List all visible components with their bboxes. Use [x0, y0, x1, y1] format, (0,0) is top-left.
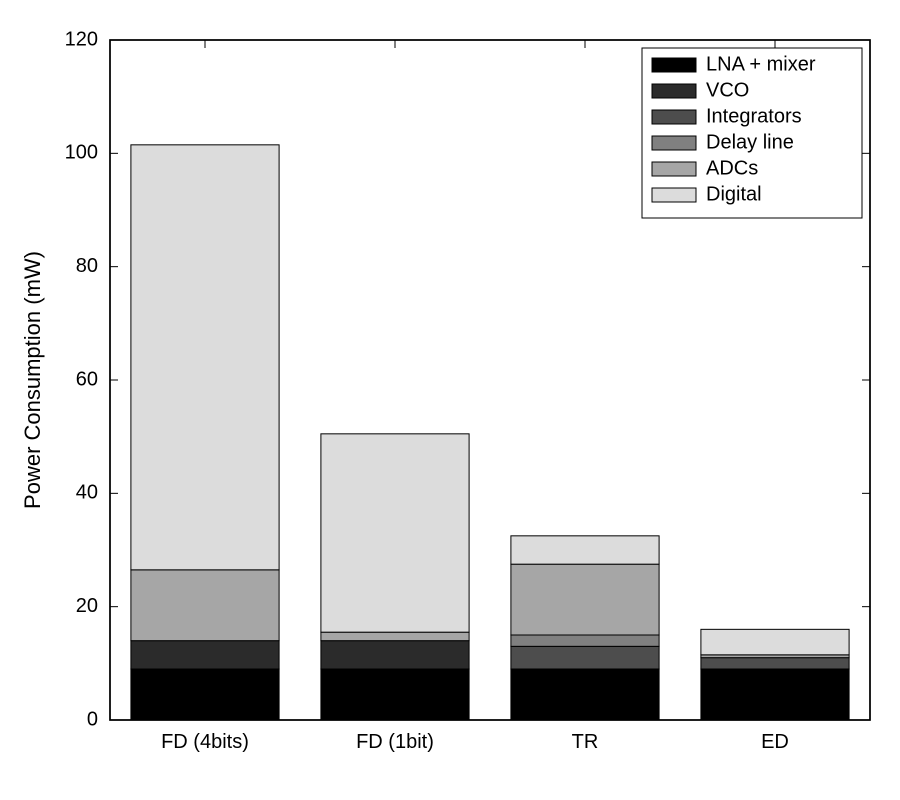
- bar-segment: [321, 669, 469, 720]
- legend-label: ADCs: [706, 157, 758, 179]
- legend-swatch: [652, 110, 696, 124]
- y-tick-label: 80: [76, 255, 98, 277]
- bar-segment: [511, 646, 659, 669]
- legend-swatch: [652, 188, 696, 202]
- y-axis-label: Power Consumption (mW): [20, 251, 45, 509]
- bar-segment: [131, 669, 279, 720]
- legend: LNA + mixer VCO Integrators Delay line ADCs D…: [642, 48, 862, 218]
- bar-segment: [321, 641, 469, 669]
- y-tick-label: 20: [76, 595, 98, 617]
- chart-container: 0 20 40 60 80 100 120 FD (4bits) FD (1bit) TR ED Po…: [0, 0, 900, 800]
- legend-swatch: [652, 162, 696, 176]
- y-tick-label: 100: [65, 142, 98, 164]
- bar-segment: [511, 564, 659, 635]
- x-tick-label: ED: [761, 731, 789, 753]
- legend-swatch: [652, 58, 696, 72]
- bar-segment: [321, 434, 469, 632]
- bar-segment: [701, 629, 849, 655]
- legend-label: VCO: [706, 79, 749, 101]
- x-tick-label: FD (1bit): [356, 731, 434, 753]
- power-consumption-chart: 0 20 40 60 80 100 120 FD (4bits) FD (1bit) TR ED Po…: [0, 0, 900, 800]
- y-tick-label: 40: [76, 482, 98, 504]
- bar-segment: [131, 145, 279, 570]
- legend-label: Digital: [706, 183, 762, 205]
- bar-segment: [701, 658, 849, 669]
- bar-segment: [511, 635, 659, 646]
- bar-segment: [701, 669, 849, 720]
- legend-label: LNA + mixer: [706, 53, 816, 75]
- y-tick-label: 60: [76, 368, 98, 390]
- x-tick-label: FD (4bits): [161, 731, 249, 753]
- legend-label: Integrators: [706, 105, 802, 127]
- y-tick-label: 0: [87, 708, 98, 730]
- bar-segment: [511, 669, 659, 720]
- y-tick-label: 120: [65, 28, 98, 50]
- bar-segment: [321, 632, 469, 641]
- bar-segment: [131, 641, 279, 669]
- legend-swatch: [652, 136, 696, 150]
- bar-segment: [511, 536, 659, 564]
- bar-segment: [131, 570, 279, 641]
- x-tick-label: TR: [572, 731, 599, 753]
- legend-swatch: [652, 84, 696, 98]
- legend-label: Delay line: [706, 131, 794, 153]
